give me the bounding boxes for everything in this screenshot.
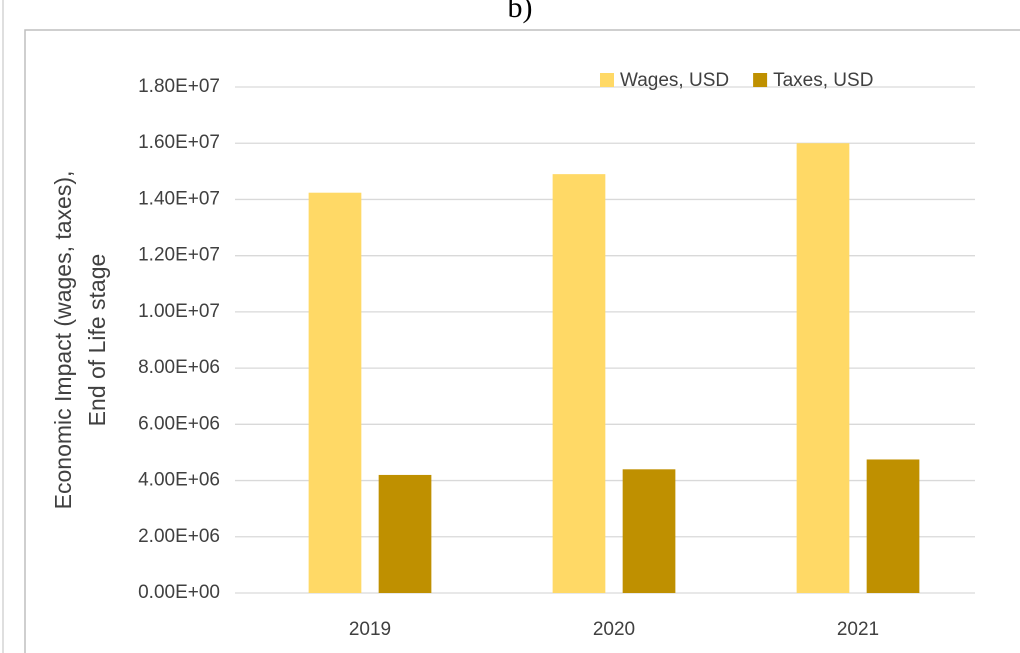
y-tick-label: 1.80E+07	[138, 76, 220, 97]
y-axis-title: Economic Impact (wages, taxes),	[50, 171, 76, 510]
bar	[308, 192, 362, 593]
legend-label: Taxes, USD	[773, 70, 873, 91]
y-tick-label: 6.00E+06	[138, 413, 220, 434]
y-tick-label: 1.00E+07	[138, 301, 220, 322]
y-tick-label: 0.00E+00	[138, 582, 220, 603]
bar	[796, 143, 850, 593]
chart-border	[24, 29, 1020, 653]
bar	[622, 469, 676, 593]
x-tick-label: 2020	[593, 619, 635, 640]
bar	[866, 459, 920, 593]
x-tick-label: 2021	[837, 619, 879, 640]
y-tick-label: 8.00E+06	[138, 357, 220, 378]
legend-label: Wages, USD	[620, 70, 729, 91]
y-tick-label: 1.60E+07	[138, 132, 220, 153]
y-tick-label: 2.00E+06	[138, 526, 220, 547]
legend-swatch	[600, 73, 614, 87]
y-tick-label: 4.00E+06	[138, 470, 220, 491]
y-tick-label: 1.20E+07	[138, 245, 220, 266]
bar	[552, 174, 606, 593]
legend-swatch	[753, 73, 768, 87]
bar	[378, 474, 432, 593]
chart-title: b)	[508, 0, 533, 24]
y-axis-title: End of Life stage	[84, 254, 110, 427]
y-tick-label: 1.40E+07	[138, 188, 220, 209]
x-tick-label: 2019	[349, 619, 391, 640]
